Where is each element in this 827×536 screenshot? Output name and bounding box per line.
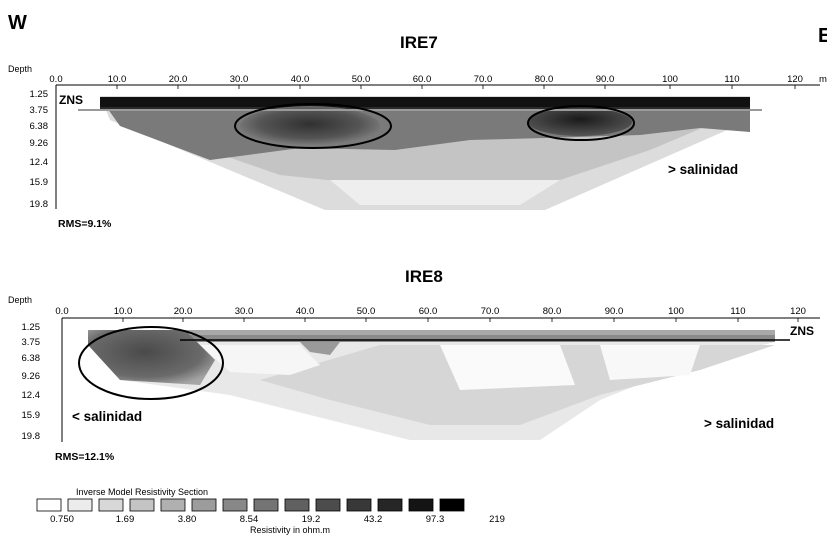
x-tick: 70.0 — [480, 306, 500, 317]
east-label: E — [818, 25, 827, 47]
legend-swatch — [377, 498, 403, 512]
x-tick: 0.0 — [55, 306, 69, 317]
legend-value: 3.80 — [177, 514, 197, 525]
depth-tick: 19.8 — [29, 199, 49, 210]
legend-value: 97.3 — [425, 514, 445, 525]
legend-value: 8.54 — [239, 514, 259, 525]
legend-swatch — [315, 498, 341, 512]
west-label: W — [8, 12, 27, 34]
salinity-label-ire7: > salinidad — [668, 162, 739, 177]
x-tick: 50.0 — [356, 306, 376, 317]
legend-swatch — [36, 498, 62, 512]
depth-tick: 9.26 — [29, 138, 49, 149]
pseudosection-ire7 — [78, 96, 762, 210]
x-tick: 80.0 — [534, 74, 554, 85]
legend-swatch — [160, 498, 186, 512]
x-tick: 60.0 — [412, 74, 432, 85]
depth-tick: 15.9 — [29, 177, 49, 188]
legend-swatch — [346, 498, 372, 512]
legend-swatch — [253, 498, 279, 512]
section-title-ire7: IRE7 — [400, 33, 438, 52]
x-tick: 30.0 — [234, 306, 254, 317]
x-tick: 30.0 — [229, 74, 249, 85]
section-title-ire8: IRE8 — [405, 267, 443, 286]
depth-axis-label-ire8: Depth — [8, 295, 33, 305]
x-tick: 90.0 — [595, 74, 615, 85]
legend-value: 0.750 — [50, 514, 74, 525]
x-tick: 10.0 — [113, 306, 133, 317]
depth-tick: 3.75 — [29, 105, 49, 116]
x-tick: 100 — [662, 74, 678, 85]
x-tick: 100 — [668, 306, 684, 317]
x-tick: 110 — [724, 74, 740, 85]
legend-value: 43.2 — [363, 514, 383, 525]
x-tick: 0.0 — [49, 74, 63, 85]
x-tick: 80.0 — [542, 306, 562, 317]
x-tick: 120 — [787, 74, 803, 85]
x-tick: 20.0 — [173, 306, 193, 317]
rms-label-ire8: RMS=12.1% — [55, 451, 115, 463]
depth-tick: 1.25 — [29, 89, 49, 100]
x-tick: 40.0 — [290, 74, 310, 85]
depth-tick: 19.8 — [21, 431, 41, 442]
x-tick: 110 — [730, 306, 746, 317]
x-unit: m — [819, 74, 827, 85]
depth-tick: 6.38 — [29, 121, 49, 132]
legend-title: Inverse Model Resistivity Section — [76, 487, 209, 497]
x-tick: 10.0 — [107, 74, 127, 85]
axes-ire7 — [55, 84, 820, 209]
x-tick: 70.0 — [473, 74, 493, 85]
x-tick: 50.0 — [351, 74, 371, 85]
depth-axis-label-ire7: Depth — [8, 64, 33, 74]
zns-label-ire8: ZNS — [790, 324, 814, 338]
depth-tick: 9.26 — [21, 371, 41, 382]
axes-ire8 — [61, 317, 820, 442]
depth-tick: 12.4 — [21, 390, 41, 401]
depth-tick: 6.38 — [21, 353, 41, 364]
legend-swatch — [408, 498, 434, 512]
legend-value: 19.2 — [301, 514, 321, 525]
pseudosection-ire8 — [78, 326, 790, 440]
x-tick: 20.0 — [168, 74, 188, 85]
legend-swatch — [284, 498, 310, 512]
legend-value: 219 — [489, 514, 505, 525]
x-tick: 60.0 — [418, 306, 438, 317]
depth-tick: 15.9 — [21, 410, 41, 421]
legend-value: 1.69 — [115, 514, 135, 525]
legend-swatch — [98, 498, 124, 512]
rms-label-ire7: RMS=9.1% — [58, 218, 112, 230]
depth-tick: 1.25 — [21, 322, 41, 333]
x-tick: 120 — [790, 306, 806, 317]
salinity-label-ire8-right: > salinidad — [704, 416, 775, 431]
zns-label-ire7: ZNS — [59, 93, 83, 107]
legend-swatch — [191, 498, 217, 512]
depth-tick: 12.4 — [29, 157, 49, 168]
x-tick: 90.0 — [604, 306, 624, 317]
salinity-label-ire8-left: < salinidad — [72, 409, 143, 424]
legend-swatches — [36, 498, 465, 512]
legend-unit: Resistivity in ohm.m — [250, 525, 331, 535]
legend-swatch — [222, 498, 248, 512]
legend-swatch — [67, 498, 93, 512]
depth-tick: 3.75 — [21, 337, 41, 348]
x-tick: 40.0 — [295, 306, 315, 317]
legend-swatch — [439, 498, 465, 512]
legend-swatch — [129, 498, 155, 512]
